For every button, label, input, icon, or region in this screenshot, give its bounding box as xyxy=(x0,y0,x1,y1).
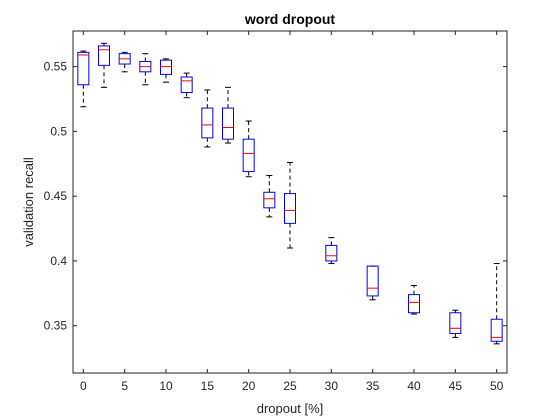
y-tick-label: 0.4 xyxy=(50,254,67,268)
box-marks xyxy=(77,42,503,345)
box xyxy=(77,51,90,86)
box xyxy=(98,45,110,66)
box xyxy=(201,107,214,139)
y-tick-label: 0.35 xyxy=(44,319,68,333)
chart-title: word dropout xyxy=(244,11,336,27)
box-group xyxy=(449,309,462,338)
box xyxy=(222,107,234,140)
box-group xyxy=(222,86,234,144)
box-group xyxy=(408,285,420,315)
box-group xyxy=(180,72,193,99)
x-tick-label: 30 xyxy=(325,379,339,393)
box-group xyxy=(263,174,276,218)
box-group xyxy=(490,263,503,345)
x-tick-label: 15 xyxy=(201,379,215,393)
x-tick-label: 10 xyxy=(159,379,173,393)
box xyxy=(180,76,193,94)
x-tick-label: 25 xyxy=(283,379,297,393)
box-group xyxy=(139,53,152,86)
box xyxy=(449,312,462,334)
x-tick-label: 35 xyxy=(366,379,380,393)
box-group xyxy=(284,161,296,249)
box-group xyxy=(118,51,131,73)
box-group xyxy=(77,50,90,108)
x-tick-label: 5 xyxy=(121,379,128,393)
box xyxy=(242,138,255,173)
box xyxy=(366,265,379,297)
y-tick-label: 0.55 xyxy=(44,60,68,74)
x-axis-label: dropout [%] xyxy=(257,401,324,416)
box xyxy=(408,294,420,314)
x-tick-label: 0 xyxy=(80,379,87,393)
y-tick-label: 0.45 xyxy=(44,189,68,203)
box-group xyxy=(160,58,172,83)
y-axis-label: validation recall xyxy=(21,157,36,247)
x-tick-label: 45 xyxy=(449,379,463,393)
axes: 0 5 10 15 20 25 30 35 40 45 50 0.35 0.4 0.45 0.5 0.55 xyxy=(44,30,508,393)
box xyxy=(325,244,338,262)
box-group xyxy=(325,237,338,265)
box xyxy=(263,191,276,209)
box-group xyxy=(242,120,255,178)
plot-area xyxy=(73,31,507,373)
box-group xyxy=(366,265,379,301)
y-tick-label: 0.5 xyxy=(50,124,67,138)
box xyxy=(284,193,296,224)
box xyxy=(160,59,172,75)
box xyxy=(490,318,503,342)
box-group xyxy=(98,42,110,88)
x-tick-label: 20 xyxy=(242,379,256,393)
x-tick-label: 50 xyxy=(490,379,504,393)
x-tick-label: 40 xyxy=(407,379,421,393)
box-group xyxy=(201,89,214,148)
